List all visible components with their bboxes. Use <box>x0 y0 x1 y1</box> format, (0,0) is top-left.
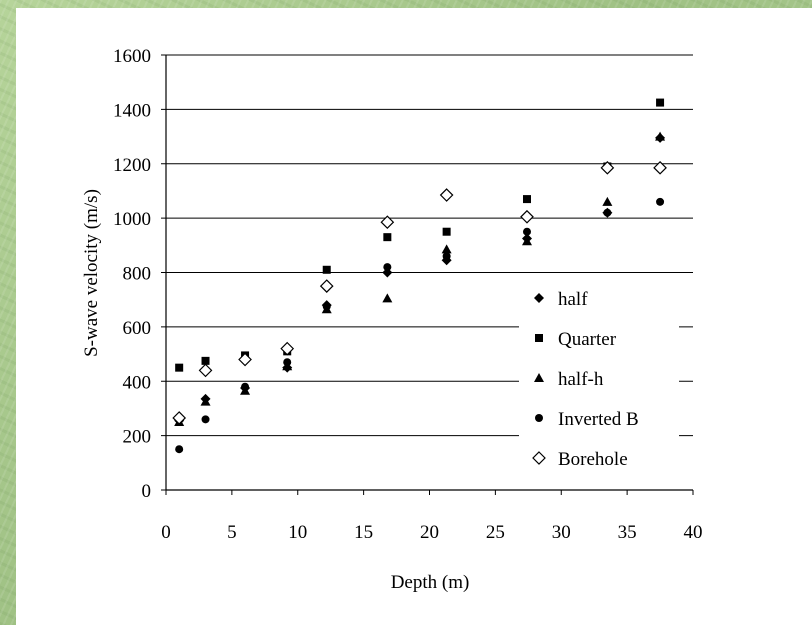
y-tick-label-6: 1200 <box>113 155 151 176</box>
y-tick-labels: 0 200 400 600 800 1000 1200 1400 1600 <box>113 46 151 502</box>
point-inverted-b-9 <box>656 197 665 206</box>
legend-marker-quarter <box>535 334 543 342</box>
point-quarter-5 <box>383 233 392 242</box>
legend: half Quarter half-h Inverted B Borehole <box>532 289 639 470</box>
point-inverted-b-8 <box>603 208 612 217</box>
y-tick-label-8: 1600 <box>113 46 151 67</box>
y-axis-label: S-wave velocity (m/s) <box>81 189 102 357</box>
legend-label-inverted-b: Inverted B <box>558 409 639 430</box>
point-inverted-b-3 <box>283 358 292 367</box>
chart-panel <box>16 8 812 625</box>
data-points <box>172 98 667 454</box>
legend-marker-half-h <box>534 373 544 382</box>
x-tick-label-1: 5 <box>227 522 237 543</box>
legend-label-half: half <box>558 289 588 310</box>
x-tick-label-5: 25 <box>486 522 505 543</box>
point-half-h-1 <box>200 396 211 406</box>
y-tick-label-1: 200 <box>123 427 152 448</box>
legend-marker-borehole <box>532 451 546 465</box>
point-borehole-3 <box>280 341 295 356</box>
point-borehole-7 <box>520 209 534 224</box>
x-axis-label: Depth (m) <box>391 572 470 593</box>
x-tick-label-7: 35 <box>618 522 637 543</box>
point-borehole-8 <box>600 160 615 175</box>
point-inverted-b-5 <box>383 263 392 272</box>
legend-label-quarter: Quarter <box>558 329 617 350</box>
point-half-h-9 <box>655 131 666 141</box>
point-inverted-b-0 <box>175 445 184 454</box>
legend-label-borehole: Borehole <box>558 449 628 470</box>
point-quarter-7 <box>522 195 531 204</box>
point-half-h-7 <box>521 236 532 246</box>
x-tick-label-0: 0 <box>161 522 171 543</box>
point-borehole-4 <box>319 279 334 293</box>
point-inverted-b-1 <box>201 415 210 424</box>
y-tick-label-4: 800 <box>123 264 152 285</box>
point-inverted-b-2 <box>241 382 250 391</box>
point-borehole-0 <box>172 411 187 425</box>
point-quarter-6 <box>442 227 451 236</box>
y-tick-label-5: 1000 <box>113 209 151 230</box>
point-quarter-9 <box>656 98 665 107</box>
axes <box>161 54 694 495</box>
x-tick-label-8: 40 <box>684 522 703 543</box>
point-quarter-0 <box>175 363 184 372</box>
point-quarter-1 <box>201 356 210 365</box>
point-borehole-9 <box>653 160 667 175</box>
point-inverted-b-4 <box>322 302 331 311</box>
y-tick-label-0: 0 <box>142 481 152 502</box>
point-borehole-2 <box>238 352 252 367</box>
legend-background <box>519 287 679 479</box>
x-tick-label-6: 30 <box>552 522 571 543</box>
x-tick-label-4: 20 <box>420 522 439 543</box>
x-tick-label-2: 10 <box>288 522 307 543</box>
x-tick-label-3: 15 <box>354 522 373 543</box>
point-inverted-b-6 <box>442 252 451 261</box>
point-half-h-5 <box>382 293 393 303</box>
x-tick-labels: 0 5 10 15 20 25 30 35 40 <box>161 522 702 543</box>
legend-marker-half <box>534 293 544 303</box>
gridlines <box>166 54 693 437</box>
y-tick-label-2: 400 <box>123 372 152 393</box>
point-borehole-5 <box>380 215 395 230</box>
point-half-h-8 <box>602 196 613 206</box>
point-borehole-1 <box>198 363 213 378</box>
legend-label-half-h: half-h <box>558 369 604 390</box>
point-half-h-6 <box>441 244 452 254</box>
point-quarter-4 <box>322 265 331 274</box>
point-inverted-b-7 <box>522 227 531 236</box>
y-tick-label-7: 1400 <box>113 100 151 121</box>
legend-marker-inverted-b <box>535 414 543 422</box>
point-borehole-6 <box>439 188 454 202</box>
y-tick-label-3: 600 <box>123 318 152 339</box>
